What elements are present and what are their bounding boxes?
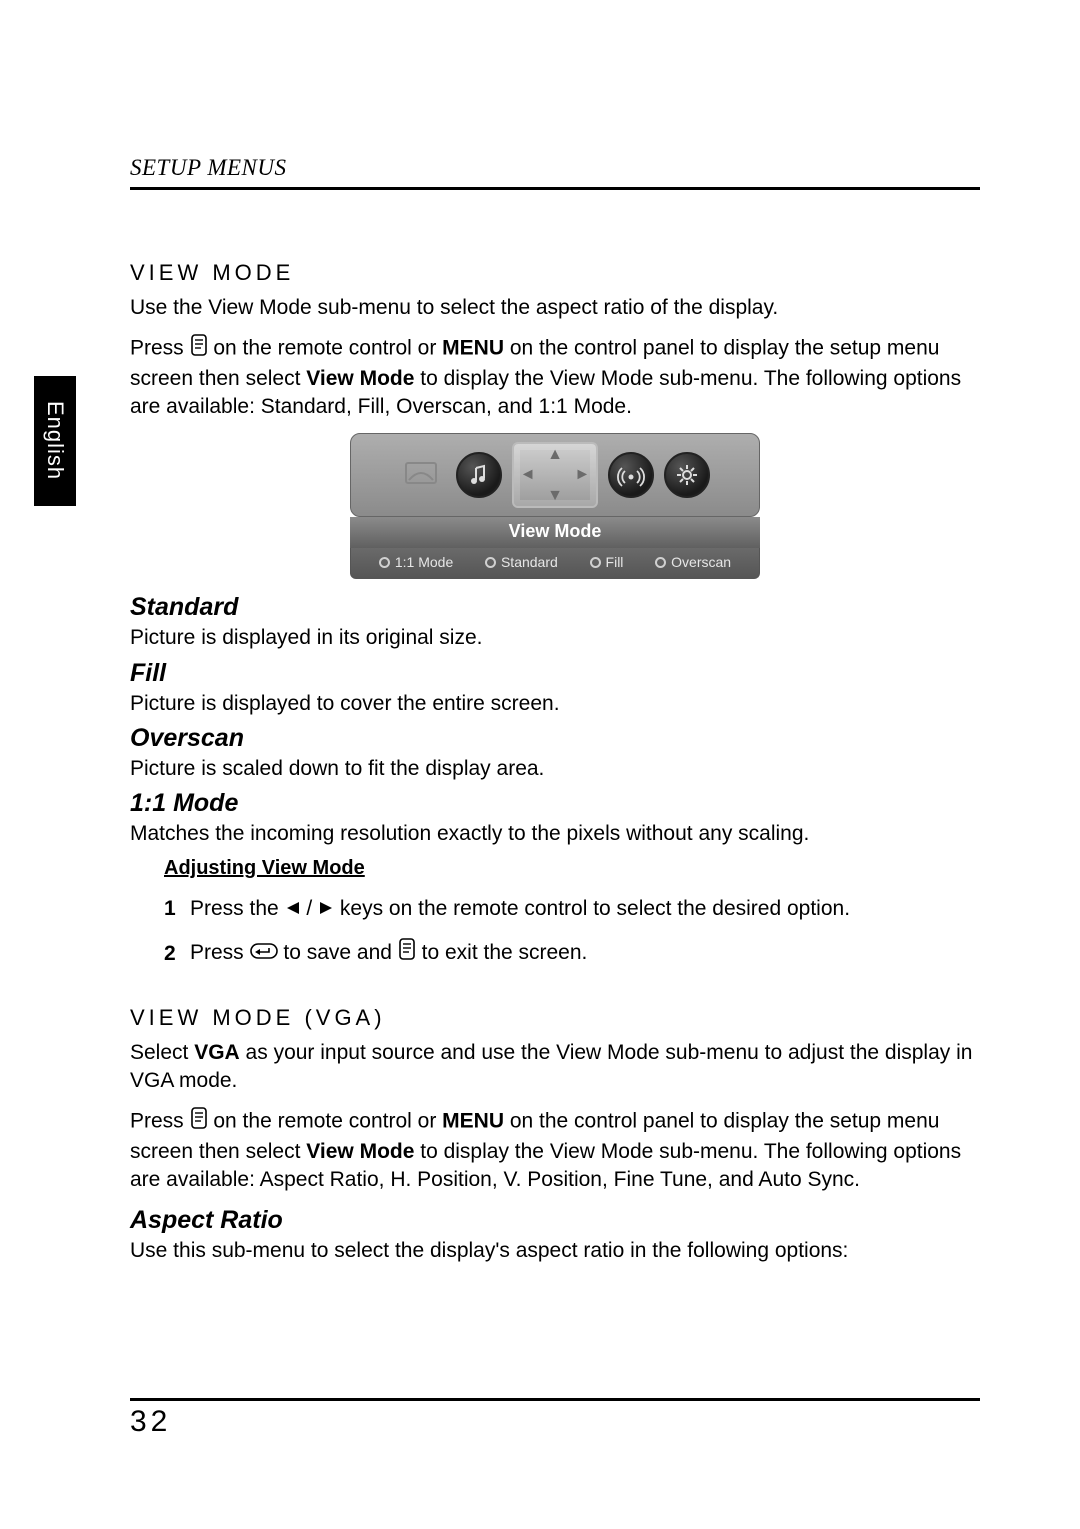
onetoone-desc: Matches the incoming resolution exactly … — [130, 820, 980, 848]
vga-word: VGA — [194, 1041, 240, 1064]
text: Press — [130, 337, 190, 360]
menu-word: MENU — [442, 337, 504, 360]
page-number: 32 — [130, 1405, 980, 1439]
nav-pad-icon: ▲ ◄► ▼ — [512, 442, 598, 508]
viewmode-word: View Mode — [306, 367, 414, 390]
language-tab: English — [34, 376, 76, 506]
osd-option: Standard — [485, 554, 558, 570]
wireless-icon — [608, 452, 654, 498]
step-1: 1 Press the / keys on the remote control… — [164, 894, 980, 924]
vga-press-text: Press on the remote control or MENU on t… — [130, 1107, 980, 1194]
text: Select — [130, 1041, 194, 1064]
radio-icon — [590, 557, 601, 568]
overscan-heading: Overscan — [130, 724, 980, 753]
osd-option: 1:1 Mode — [379, 554, 453, 570]
osd-menu-label: View Mode — [350, 517, 760, 548]
text: Press — [190, 941, 250, 964]
radio-icon — [655, 557, 666, 568]
right-arrow-icon — [318, 895, 334, 924]
standard-heading: Standard — [130, 593, 980, 622]
menu-remote-icon — [190, 334, 208, 364]
aspect-heading: Aspect Ratio — [130, 1206, 980, 1235]
step-num: 2 — [164, 939, 190, 968]
text: as your input source and use the View Mo… — [130, 1041, 972, 1092]
gear-icon — [664, 452, 710, 498]
text: to save and — [283, 941, 397, 964]
music-icon — [456, 452, 502, 498]
header-rule — [130, 187, 980, 190]
osd-top-row: ▲ ◄► ▼ — [350, 433, 760, 517]
text: on the remote control or — [213, 1110, 442, 1133]
step-num: 1 — [164, 894, 190, 923]
option-label: Fill — [606, 554, 624, 570]
step-text: Press the / keys on the remote control t… — [190, 894, 850, 924]
text: keys on the remote control to select the… — [340, 897, 850, 920]
menu-remote-icon — [398, 938, 416, 968]
language-tab-label: English — [42, 401, 68, 480]
osd-option: Fill — [590, 554, 624, 570]
osd-menu-graphic: ▲ ◄► ▼ View Mode 1:1 Mode Standard Fill … — [350, 433, 760, 579]
radio-icon — [485, 557, 496, 568]
osd-option: Overscan — [655, 554, 731, 570]
option-label: 1:1 Mode — [395, 554, 453, 570]
radio-icon — [379, 557, 390, 568]
option-label: Overscan — [671, 554, 731, 570]
text: to exit the screen. — [422, 941, 588, 964]
enter-icon — [250, 939, 278, 968]
footer: 32 — [130, 1398, 980, 1439]
header-title: SETUP MENUS — [130, 155, 980, 181]
text: Press — [130, 1110, 190, 1133]
fill-desc: Picture is displayed to cover the entire… — [130, 690, 980, 718]
adjusting-heading: Adjusting View Mode — [164, 857, 980, 880]
vga-intro: Select VGA as your input source and use … — [130, 1039, 980, 1096]
page: English SETUP MENUS VIEW MODE Use the Vi… — [0, 0, 1080, 1529]
menu-remote-icon — [190, 1107, 208, 1137]
viewmode-word: View Mode — [306, 1140, 414, 1163]
option-label: Standard — [501, 554, 558, 570]
display-icon — [400, 452, 446, 498]
step-2: 2 Press to save and to exit the screen. — [164, 938, 980, 969]
menu-word: MENU — [442, 1110, 504, 1133]
fill-heading: Fill — [130, 659, 980, 688]
text: Press the — [190, 897, 285, 920]
overscan-desc: Picture is scaled down to fit the displa… — [130, 755, 980, 783]
osd-options-row: 1:1 Mode Standard Fill Overscan — [350, 548, 760, 579]
viewmode-heading: VIEW MODE — [130, 260, 980, 286]
header: SETUP MENUS — [130, 155, 980, 190]
step-text: Press to save and to exit the screen. — [190, 938, 587, 969]
vga-heading: VIEW MODE (VGA) — [130, 1005, 980, 1031]
standard-desc: Picture is displayed in its original siz… — [130, 624, 980, 652]
left-arrow-icon — [285, 895, 301, 924]
viewmode-press-text: Press on the remote control or MENU on t… — [130, 334, 980, 421]
aspect-desc: Use this sub-menu to select the display'… — [130, 1237, 980, 1265]
text: on the remote control or — [213, 337, 442, 360]
viewmode-intro: Use the View Mode sub-menu to select the… — [130, 294, 980, 322]
footer-rule — [130, 1398, 980, 1401]
text: / — [306, 897, 318, 920]
onetoone-heading: 1:1 Mode — [130, 789, 980, 818]
